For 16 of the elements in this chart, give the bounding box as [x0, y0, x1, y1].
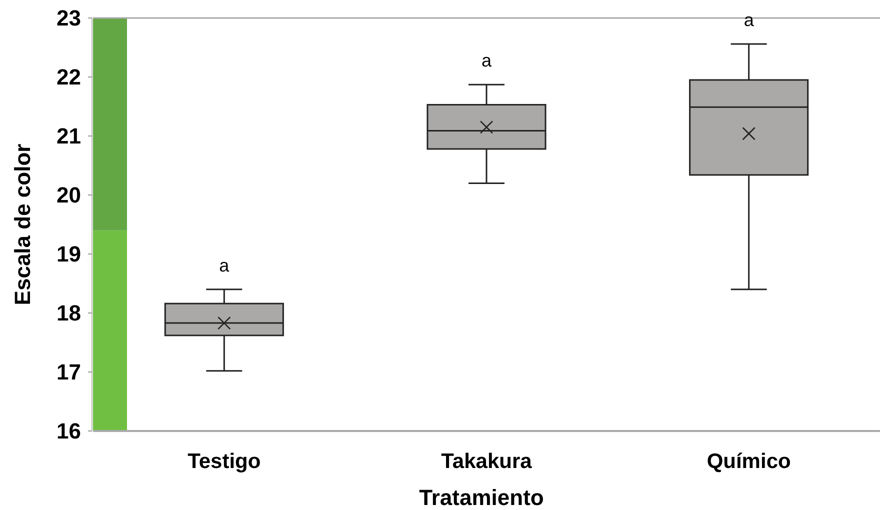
annotation: a [744, 10, 755, 30]
x-tick-label: Químico [706, 450, 791, 473]
y-tick-label: 18 [56, 300, 81, 326]
y-tick-label: 21 [56, 124, 81, 149]
y-tick-label: 16 [56, 418, 81, 444]
y-axis-title: Escala de color [10, 143, 35, 306]
y-tick-label: 19 [56, 242, 81, 267]
x-tick-label: Takakura [441, 450, 532, 473]
y-tick-label: 20 [56, 182, 81, 208]
y-tick-label: 22 [56, 64, 81, 90]
x-axis-title: Tratamiento [419, 485, 544, 510]
x-tick-label: Testigo [188, 450, 261, 473]
y-tick-label: 23 [56, 6, 81, 31]
annotation: a [219, 255, 230, 276]
y-tick-label: 17 [56, 360, 81, 385]
annotation: a [481, 50, 492, 71]
